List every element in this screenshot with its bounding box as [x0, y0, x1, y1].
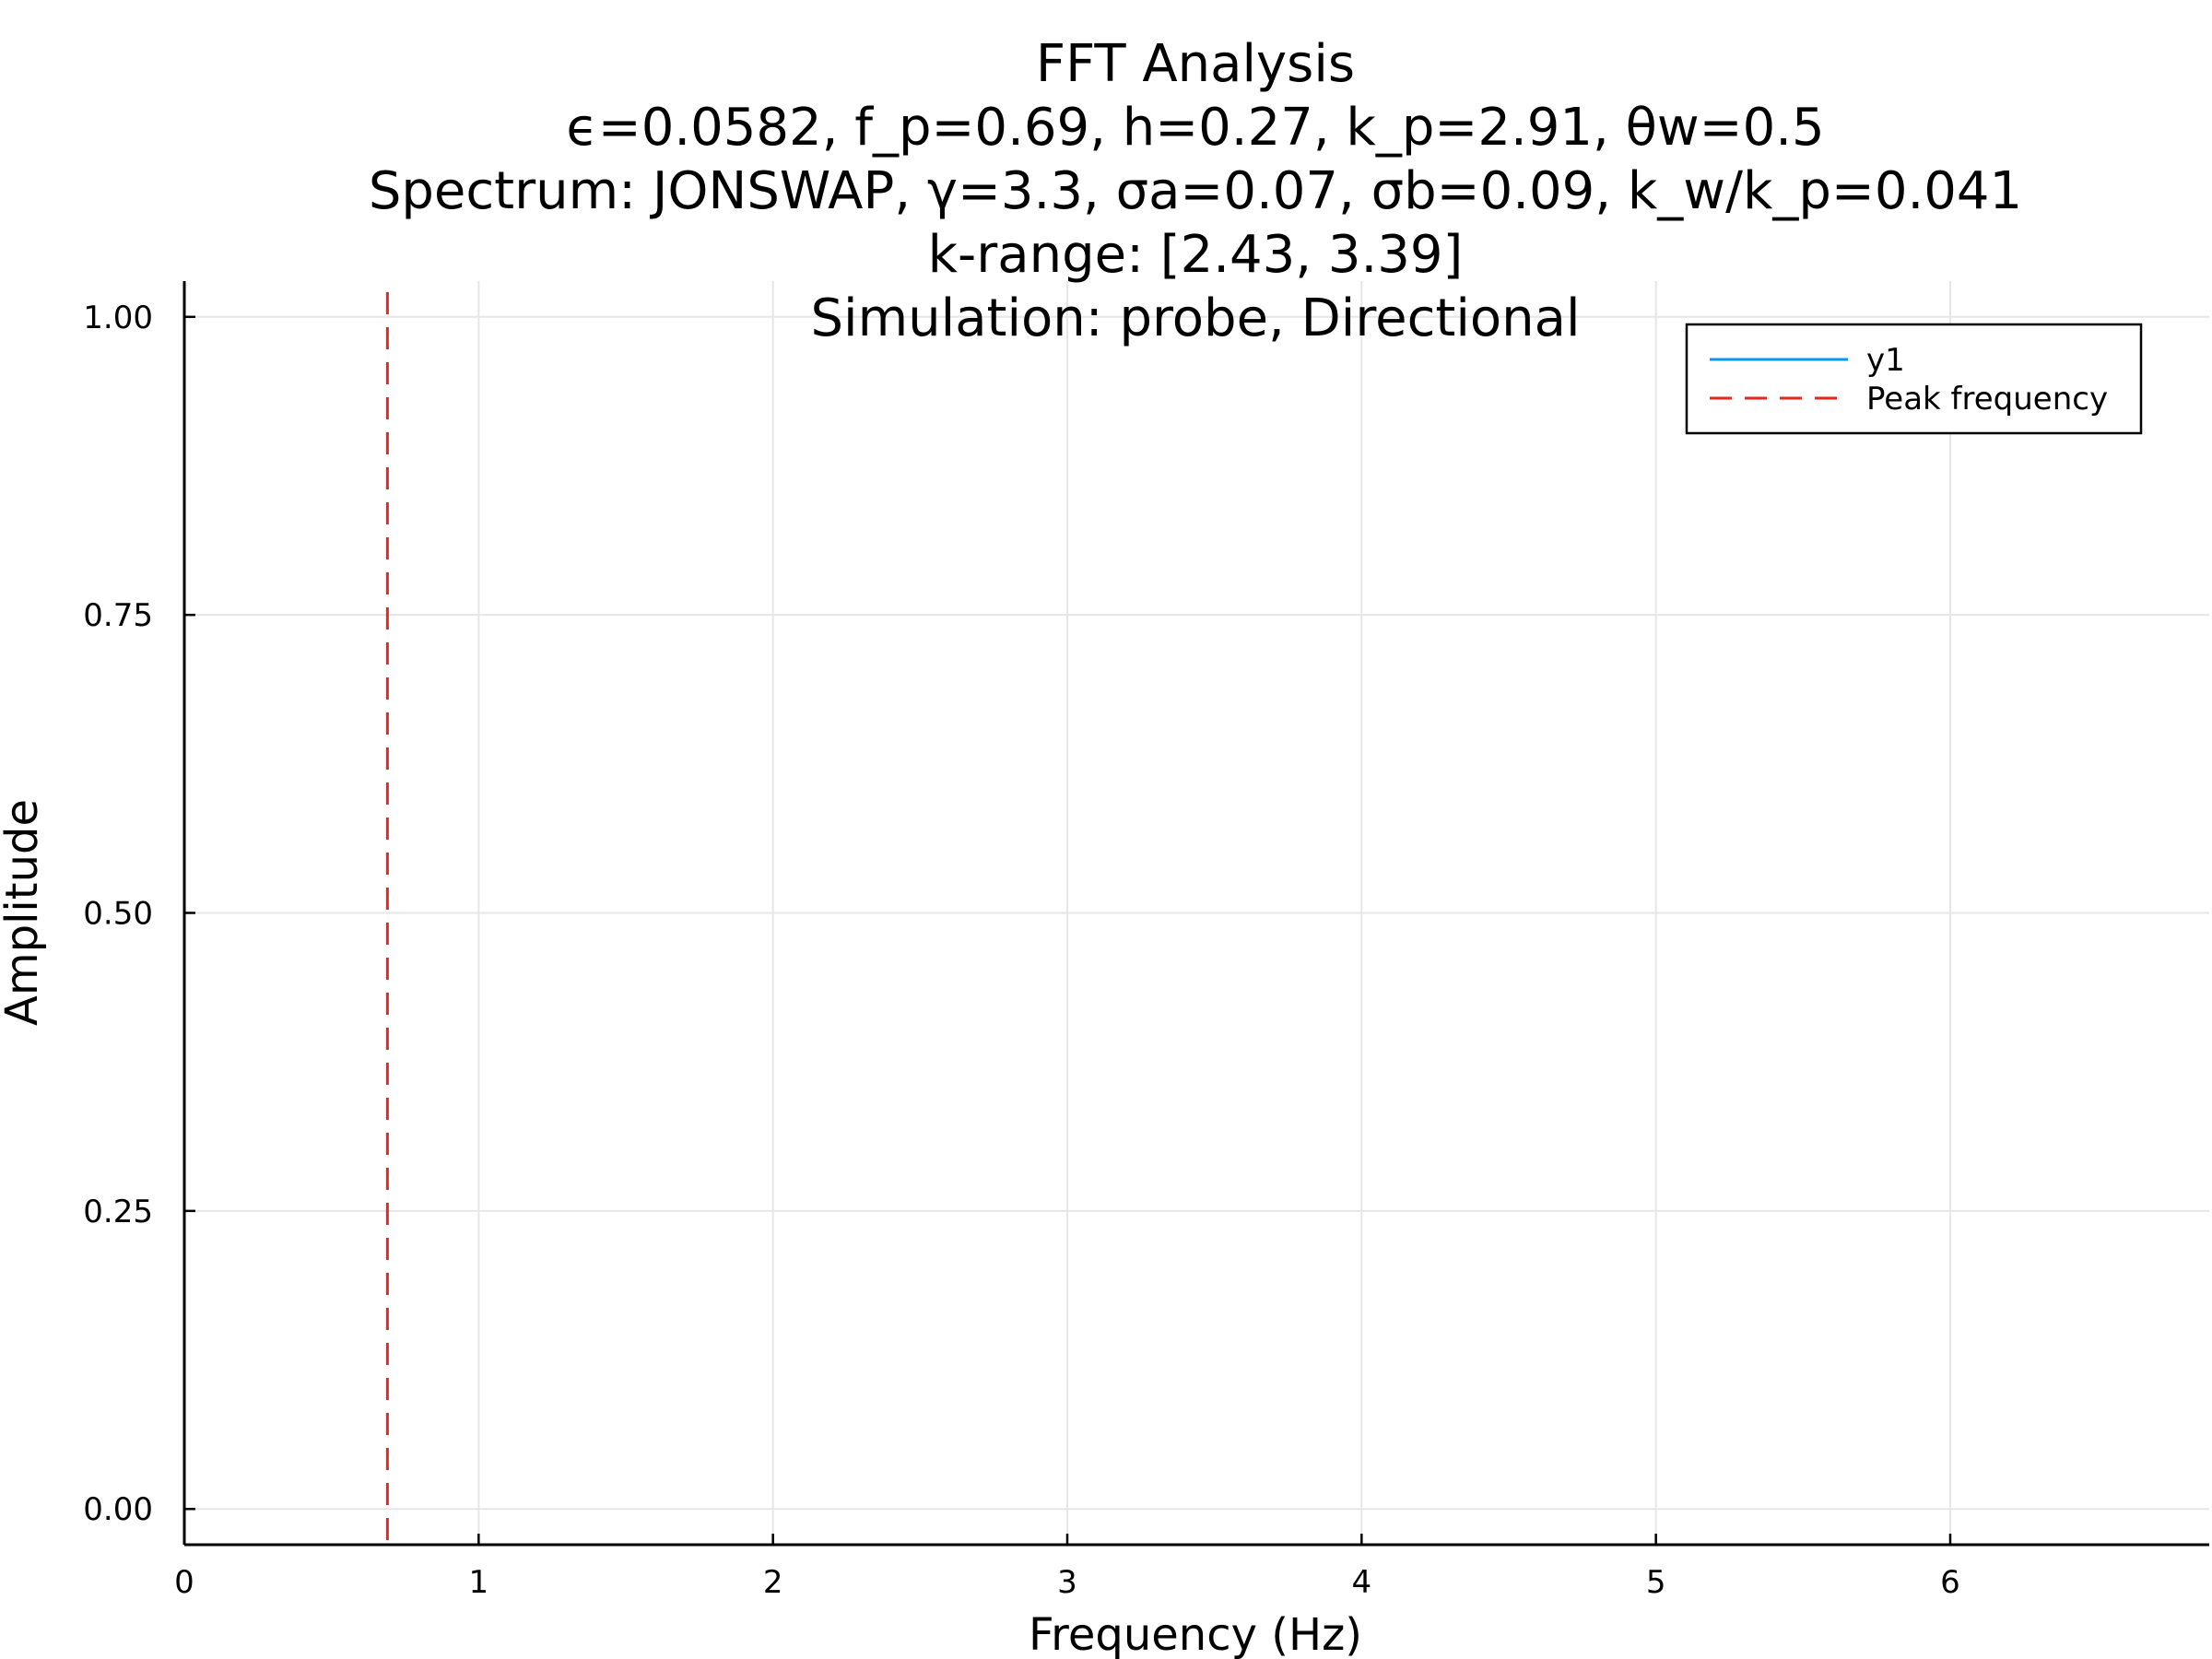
y-tick-label: 1.00: [83, 300, 153, 336]
y-tick-label: 0.00: [83, 1491, 153, 1528]
x-axis-label: Frequency (Hz): [1029, 1609, 1362, 1659]
x-tick-label: 0: [174, 1564, 194, 1601]
x-tick-label: 3: [1057, 1564, 1077, 1601]
title-line-5: Simulation: probe, Directional: [810, 288, 1580, 348]
title-line-1: FFT Analysis: [1036, 34, 1355, 94]
y-tick-label: 0.50: [83, 896, 153, 933]
grid: [183, 281, 2209, 1545]
y-tick-label: 0.75: [83, 597, 153, 634]
y-ticks: 0.00 0.25 0.50 0.75 1.00: [83, 300, 195, 1528]
x-tick-label: 6: [1940, 1564, 1960, 1601]
legend-box: [1685, 323, 2143, 435]
x-tick-label: 4: [1352, 1564, 1372, 1601]
x-tick-label: 5: [1646, 1564, 1666, 1601]
y-axis-label: Amplitude: [0, 799, 48, 1026]
y-tick-label: 0.25: [83, 1194, 153, 1230]
x-tick-label: 2: [763, 1564, 783, 1601]
chart-title: FFT Analysis ϵ=0.0582, f_p=0.69, h=0.27,…: [369, 34, 2022, 348]
title-line-4: k-range: [2.43, 3.39]: [928, 225, 1464, 285]
x-ticks: 0 1 2 3 4 5 6: [174, 1534, 1960, 1601]
title-line-3: Spectrum: JONSWAP, γ=3.3, σa=0.07, σb=0.…: [369, 161, 2022, 221]
title-line-2: ϵ=0.0582, f_p=0.69, h=0.27, k_p=2.91, θw…: [566, 98, 1824, 158]
legend-label-y1: y1: [1866, 342, 1905, 379]
legend-label-peak-frequency: Peak frequency: [1866, 381, 2108, 418]
legend: y1 Peak frequency: [1685, 323, 2143, 435]
x-tick-label: 1: [469, 1564, 489, 1601]
